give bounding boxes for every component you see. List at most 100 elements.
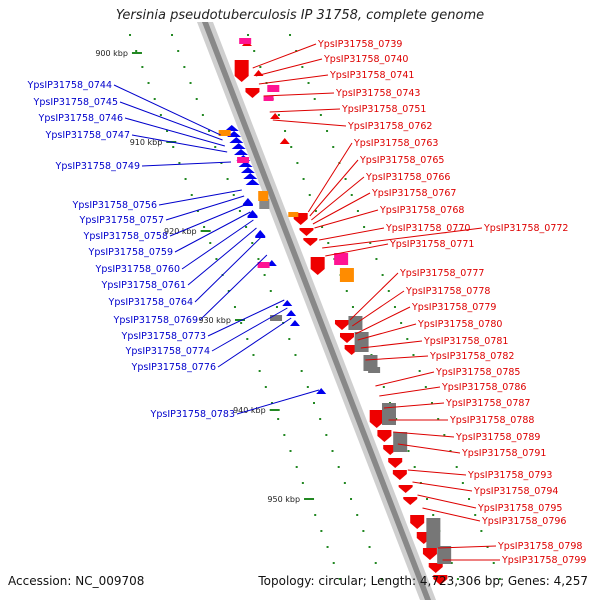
ruler-dot — [369, 242, 372, 244]
gene-arrow — [245, 88, 260, 98]
ruler-dot — [289, 450, 292, 452]
ruler-dot — [302, 178, 305, 180]
right-gene-label: YpsIP31758_0778 — [405, 286, 490, 297]
ruler-dot — [209, 242, 212, 244]
gene-arrow — [339, 333, 354, 343]
kbp-label: 900 kbp — [95, 49, 128, 58]
gene-box — [426, 518, 441, 548]
ruler-dot — [418, 370, 421, 372]
ruler-dot — [301, 482, 304, 484]
ruler-dot — [480, 530, 483, 532]
left-leader-line — [199, 254, 268, 321]
ruler-dot — [135, 50, 138, 52]
right-gene-label: YpsIP31758_0798 — [497, 541, 582, 552]
gene-box — [354, 332, 369, 352]
gene-box — [257, 262, 270, 268]
gene-box — [218, 130, 231, 136]
ruler-dot — [220, 162, 223, 164]
gene-features — [218, 38, 452, 585]
right-gene-label: YpsIP31758_0741 — [329, 70, 414, 81]
left-gene-label: YpsIP31758_0745 — [33, 97, 118, 108]
ruler-dot — [498, 578, 501, 580]
ruler-dot — [183, 66, 186, 68]
right-leader-line — [252, 43, 317, 69]
ruler-dot — [413, 466, 416, 468]
right-gene-label: YpsIP31758_0791 — [461, 448, 546, 459]
right-gene-labels: YpsIP31758_0739 YpsIP31758_0740 YpsIP31758… — [252, 39, 586, 566]
ruler-dot — [321, 226, 324, 228]
left-gene-label: YpsIP31758_0783 — [150, 409, 235, 420]
ruler-dot — [227, 290, 230, 292]
backbone-line — [202, 22, 431, 600]
right-leader-line — [307, 142, 353, 213]
gene-box — [348, 316, 363, 330]
right-gene-label: YpsIP31758_0780 — [417, 319, 502, 330]
ruler-dot — [319, 114, 322, 116]
right-gene-label: YpsIP31758_0739 — [317, 39, 402, 50]
ruler-dot — [400, 322, 403, 324]
gene-arrow — [233, 149, 248, 155]
ruler-dot — [395, 418, 398, 420]
right-leader-line — [311, 176, 365, 221]
left-gene-label: YpsIP31758_0776 — [131, 362, 216, 373]
ruler-dot — [264, 386, 267, 388]
ruler-dot — [362, 530, 365, 532]
ruler-dot — [288, 338, 291, 340]
ruler-dot — [393, 306, 396, 308]
ruler-dot — [284, 130, 287, 132]
gene-box — [263, 96, 274, 101]
ruler-dot — [214, 146, 217, 148]
ruler-dot — [382, 386, 385, 388]
ruler-dot — [437, 418, 440, 420]
ruler-dot — [277, 418, 280, 420]
right-leader-line — [263, 92, 335, 97]
right-gene-label: YpsIP31758_0788 — [449, 415, 534, 426]
right-gene-label: YpsIP31758_0743 — [335, 88, 420, 99]
left-gene-label: YpsIP31758_0756 — [72, 200, 157, 211]
ruler-dot — [320, 530, 323, 532]
gene-arrow — [334, 320, 349, 330]
right-leader-line — [412, 481, 473, 492]
topology-text: Topology: circular; Length: 4,723,306 bp… — [258, 574, 588, 588]
ruler-dot — [313, 98, 316, 100]
right-gene-label: YpsIP31758_0772 — [483, 223, 568, 234]
ruler-dot — [307, 82, 310, 84]
right-gene-label: YpsIP31758_0770 — [385, 223, 470, 234]
right-gene-label: YpsIP31758_0793 — [467, 470, 552, 481]
ruler-dot — [432, 514, 435, 516]
gene-arrow — [224, 125, 239, 131]
gene-arrow — [377, 430, 392, 442]
right-gene-label: YpsIP31758_0795 — [477, 503, 562, 514]
ruler-dot — [277, 114, 280, 116]
ruler-dot — [296, 162, 299, 164]
gene-arrow — [369, 410, 384, 428]
ruler-dot — [374, 562, 377, 564]
right-leader-line — [309, 159, 359, 217]
gene-arrow — [229, 137, 244, 143]
left-leader-line — [174, 211, 251, 253]
ruler-dot — [350, 194, 353, 196]
genome-backbone — [197, 22, 436, 600]
right-leader-line — [312, 192, 371, 225]
left-gene-labels: YpsIP31758_0744 YpsIP31758_0745 YpsIP31758… — [27, 80, 320, 420]
ruler-dot — [308, 194, 311, 196]
ruler-dot — [430, 402, 433, 404]
left-gene-label: YpsIP31758_0760 — [95, 264, 180, 275]
gene-arrow — [303, 238, 318, 246]
gene-arrow — [270, 113, 281, 119]
ruler-dot — [426, 498, 429, 500]
left-gene-label: YpsIP31758_0773 — [121, 331, 206, 342]
ruler-dot — [461, 482, 464, 484]
gene-arrow — [388, 458, 403, 468]
ruler-dot — [129, 34, 132, 36]
ruler-dot — [240, 322, 243, 324]
gene-arrow — [392, 470, 407, 480]
left-gene-label: YpsIP31758_0761 — [101, 280, 186, 291]
ruler-dot — [474, 514, 477, 516]
ruler-dot — [363, 226, 366, 228]
left-leader-line — [207, 299, 285, 337]
gene-arrow — [243, 173, 258, 179]
ruler-dot — [387, 290, 390, 292]
ruler-dot — [314, 210, 317, 212]
